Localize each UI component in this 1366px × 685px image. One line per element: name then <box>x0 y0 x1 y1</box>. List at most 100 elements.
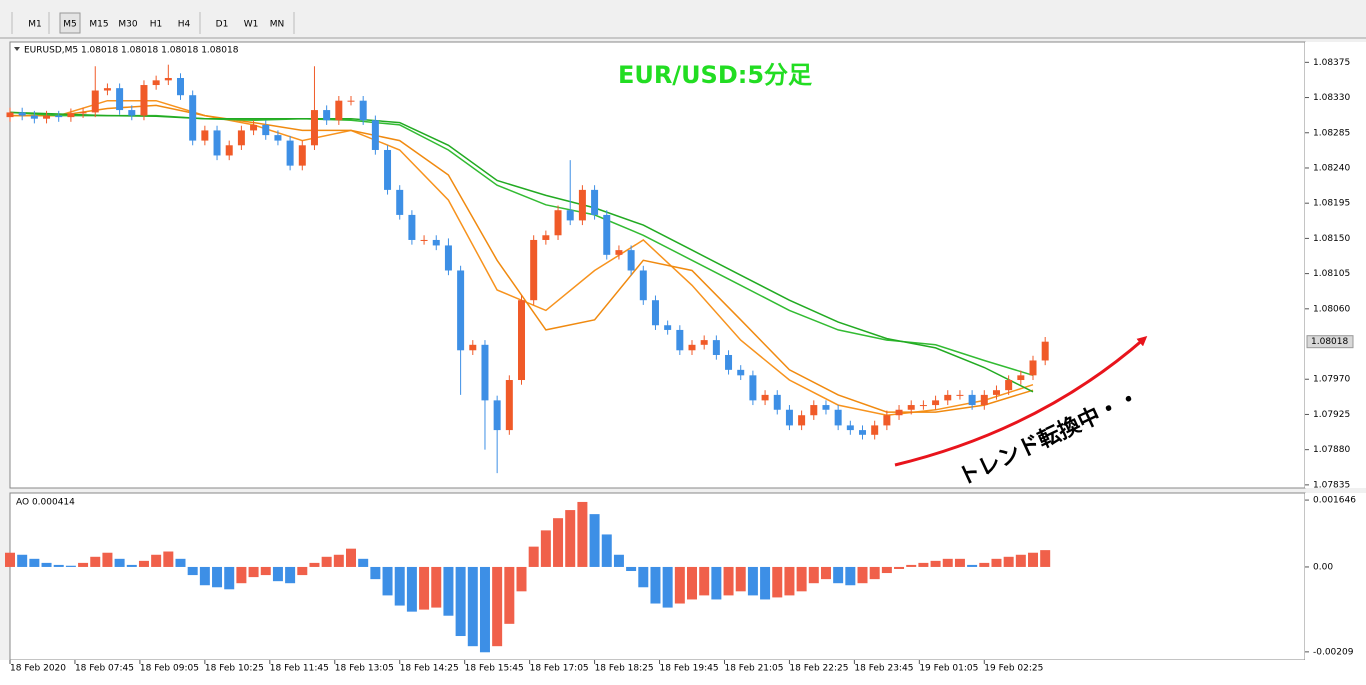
dropdown-icon <box>14 47 20 51</box>
candle-body <box>396 189 404 215</box>
timeframe-label[interactable]: H4 <box>178 20 191 30</box>
candle-body <box>444 245 452 271</box>
candle-body <box>651 300 659 326</box>
ao-bar <box>455 566 466 637</box>
candle-body <box>810 405 818 416</box>
candle-body <box>603 214 611 255</box>
timeframe-label[interactable]: MN <box>270 20 285 30</box>
ao-bar <box>248 566 259 578</box>
candle-body <box>347 100 355 102</box>
ao-bar <box>78 562 89 567</box>
candle-body <box>1017 375 1025 381</box>
candle-body <box>91 90 99 113</box>
y-tick-label: 1.08105 <box>1313 269 1350 279</box>
ao-bar <box>711 566 722 600</box>
candle-body <box>871 425 879 435</box>
candle-body <box>359 100 367 121</box>
ao-bar <box>626 566 637 572</box>
candle-body <box>542 235 550 240</box>
timeframe-label[interactable]: D1 <box>216 20 229 30</box>
x-tick-label: 19 Feb 02:25 <box>984 664 1043 674</box>
ao-bar <box>431 566 442 608</box>
ao-bar <box>674 566 685 604</box>
timeframe-label[interactable]: W1 <box>244 20 259 30</box>
timeframe-button[interactable] <box>266 13 288 33</box>
ao-bar <box>540 530 551 567</box>
moving-average <box>10 104 1034 413</box>
ao-bar <box>419 566 430 610</box>
ao-bar <box>236 566 247 584</box>
ao-bar <box>333 554 344 567</box>
ao-bar <box>175 558 186 567</box>
candle-body <box>554 210 562 236</box>
candle-body <box>177 77 185 96</box>
ao-bar <box>662 566 673 608</box>
timeframe-button[interactable] <box>241 13 261 33</box>
ao-bar <box>65 565 76 567</box>
timeframe-button[interactable] <box>116 13 140 33</box>
ao-bar <box>979 562 990 567</box>
candle-body <box>128 110 136 116</box>
x-tick-label: 18 Feb 21:05 <box>724 664 783 674</box>
current-price: 1.08018 <box>1311 337 1348 347</box>
ao-bar <box>394 566 405 606</box>
ao-bar <box>760 566 771 600</box>
ao-bar <box>1003 556 1014 567</box>
candle-body <box>335 100 343 121</box>
timeframe-label[interactable]: M15 <box>89 20 108 30</box>
timeframe-button[interactable] <box>174 13 194 33</box>
timeframe-label[interactable]: M30 <box>118 20 137 30</box>
trend-arrow <box>894 336 1148 467</box>
candle-body <box>1005 380 1013 391</box>
candle-body <box>103 88 111 91</box>
candle-body <box>6 112 14 118</box>
candle-body <box>700 340 708 345</box>
timeframe-button[interactable] <box>146 13 166 33</box>
ao-bar <box>17 554 28 567</box>
candle-body <box>664 325 672 330</box>
y-tick-label: 1.08060 <box>1313 304 1350 314</box>
candle-body <box>250 124 258 131</box>
timeframe-button[interactable] <box>212 13 232 33</box>
ao-bar <box>699 566 710 596</box>
ao-bar <box>309 562 320 567</box>
ao-bar <box>638 566 649 588</box>
ao-bar <box>102 552 113 567</box>
candle-body <box>493 400 501 431</box>
ao-bar <box>479 566 490 653</box>
ao-bar <box>163 551 174 567</box>
y-tick-label: 1.07880 <box>1313 445 1350 455</box>
candle-body <box>237 130 245 146</box>
x-tick-label: 18 Feb 10:25 <box>205 664 264 674</box>
candle-body <box>286 140 294 166</box>
ao-bar <box>151 554 162 567</box>
candle-body <box>408 214 416 240</box>
timeframe-label[interactable]: M1 <box>28 20 42 30</box>
candle-body <box>469 344 477 351</box>
timeframe-label[interactable]: M5 <box>63 20 77 30</box>
candle-body <box>980 394 988 406</box>
ao-axis <box>1305 493 1366 660</box>
ao-bar <box>991 558 1002 567</box>
ao-bar <box>114 558 125 567</box>
ao-bar <box>504 566 515 624</box>
candle-body <box>761 394 769 401</box>
ao-bar <box>467 566 478 647</box>
timeframe-label[interactable]: H1 <box>150 20 163 30</box>
candle-body <box>530 239 538 301</box>
candle-body <box>749 375 757 401</box>
timeframe-button[interactable] <box>24 13 46 33</box>
candle-body <box>932 400 940 406</box>
candle-body <box>213 130 221 156</box>
candle-body <box>859 430 867 435</box>
x-tick-label: 18 Feb 14:25 <box>400 664 459 674</box>
price-axis <box>1305 42 1366 488</box>
ao-bar <box>747 566 758 596</box>
timeframe-button[interactable] <box>87 13 111 33</box>
timeframe-button[interactable] <box>59 12 81 34</box>
candle-body <box>140 85 148 116</box>
x-tick-label: 18 Feb 18:25 <box>595 664 654 674</box>
ao-bar <box>784 566 795 596</box>
candle-body <box>712 340 720 355</box>
candle-body <box>725 354 733 370</box>
